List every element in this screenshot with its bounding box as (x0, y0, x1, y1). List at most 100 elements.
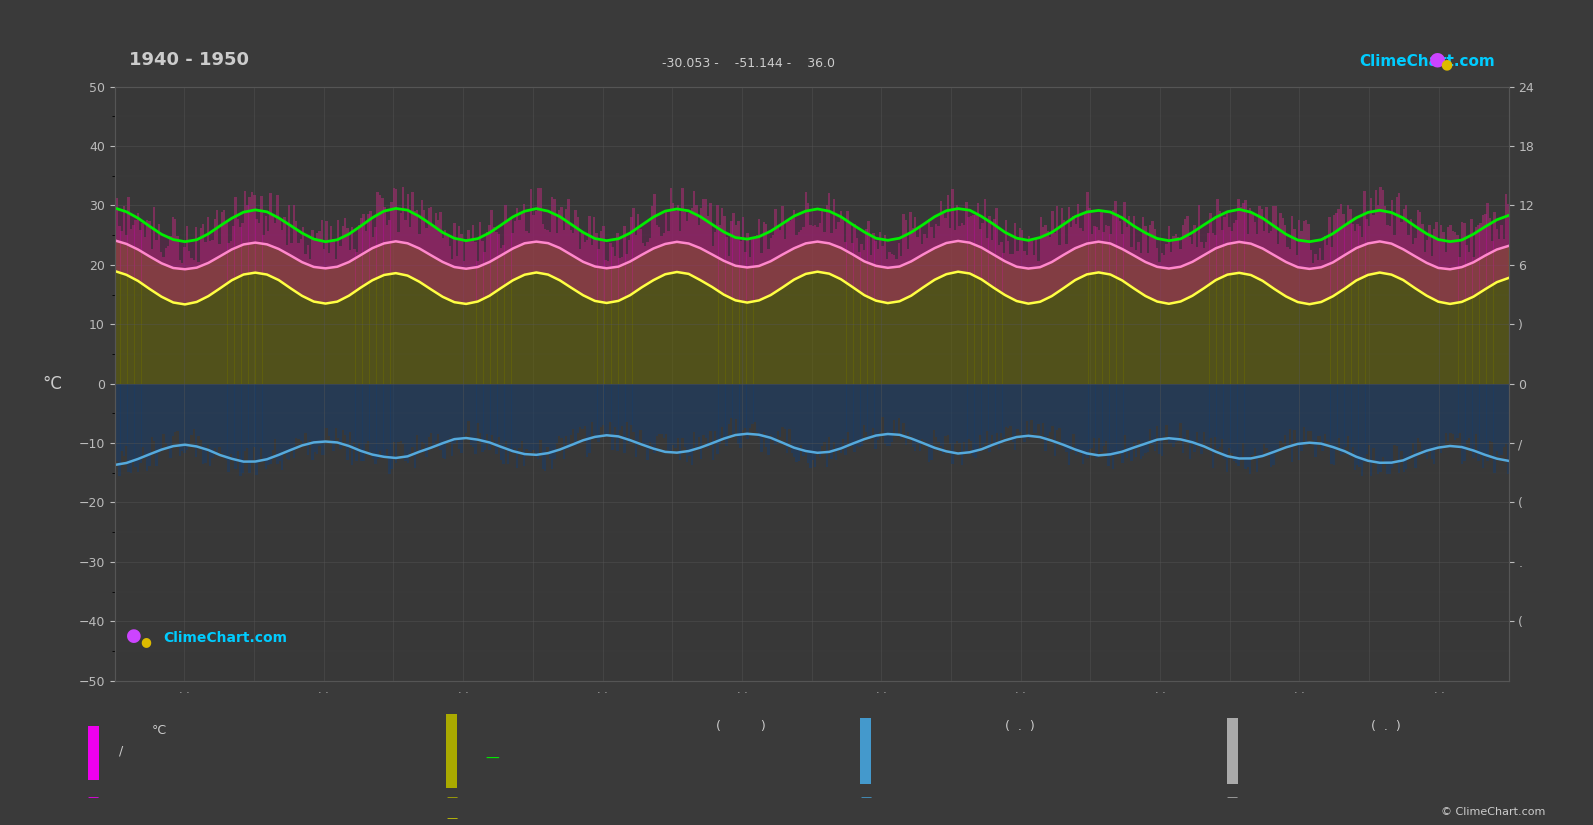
Bar (840, 384, 843, 453)
Bar (1359, 384, 1360, 468)
Text: (  .  ): ( . ) (1372, 720, 1400, 733)
Bar (628, 239, 631, 295)
Bar (588, 216, 591, 384)
Bar (425, 384, 429, 456)
Bar (1198, 384, 1200, 444)
Bar (1325, 245, 1329, 299)
Bar (1344, 384, 1348, 447)
Bar (1391, 384, 1394, 468)
Bar (1214, 235, 1217, 384)
Bar (1032, 384, 1035, 433)
Bar (604, 260, 607, 303)
Bar (425, 228, 429, 286)
Bar (1461, 222, 1464, 384)
Bar (567, 384, 570, 450)
Bar (1088, 208, 1091, 384)
Bar (511, 233, 515, 280)
Bar (551, 196, 553, 384)
Bar (591, 384, 593, 422)
Bar (1431, 257, 1434, 384)
Bar (177, 236, 178, 384)
Bar (1365, 219, 1368, 384)
Bar (258, 224, 260, 384)
Bar (1507, 204, 1510, 278)
Bar (1496, 229, 1497, 282)
Bar (1343, 384, 1344, 455)
Bar (890, 384, 894, 442)
Bar (1270, 384, 1273, 468)
Bar (344, 218, 346, 298)
Bar (333, 384, 335, 451)
Bar (750, 237, 753, 302)
Bar (1149, 224, 1152, 384)
Bar (639, 229, 642, 288)
Bar (139, 384, 142, 463)
Bar (914, 217, 916, 384)
Bar (1480, 224, 1481, 384)
Text: —: — (860, 792, 871, 802)
Bar (698, 225, 699, 280)
Bar (793, 210, 795, 280)
Bar (1056, 205, 1058, 293)
Bar (1107, 226, 1110, 384)
Bar (1265, 384, 1268, 448)
Bar (1386, 224, 1389, 384)
Bar (661, 384, 663, 434)
Bar (521, 384, 523, 441)
Bar (1354, 231, 1356, 384)
Bar (825, 384, 828, 467)
Bar (339, 246, 341, 384)
Bar (274, 223, 277, 278)
Bar (1411, 384, 1415, 442)
Bar (1300, 231, 1303, 384)
Bar (957, 226, 961, 384)
Bar (991, 240, 992, 286)
Bar (370, 211, 371, 281)
Bar (513, 221, 516, 280)
Bar (500, 248, 502, 384)
Bar (1405, 205, 1407, 384)
Bar (854, 224, 855, 289)
Bar (1505, 194, 1507, 279)
Bar (250, 192, 253, 273)
Bar (1230, 231, 1233, 274)
Bar (613, 257, 616, 301)
Bar (765, 384, 768, 447)
Bar (672, 204, 674, 273)
Bar (981, 384, 984, 447)
Bar (644, 246, 647, 285)
Bar (244, 191, 247, 384)
Bar (739, 241, 742, 301)
Bar (1070, 227, 1072, 384)
Bar (886, 259, 889, 303)
Bar (333, 239, 335, 302)
Bar (577, 217, 578, 292)
Bar (1309, 384, 1313, 431)
Bar (288, 205, 290, 384)
Bar (1067, 206, 1070, 384)
Bar (220, 212, 223, 287)
Bar (1454, 384, 1456, 440)
Bar (1429, 224, 1431, 384)
Bar (863, 250, 865, 295)
Bar (1091, 234, 1093, 274)
Bar (596, 233, 597, 301)
Bar (854, 384, 855, 452)
Bar (1419, 212, 1421, 291)
Bar (1480, 384, 1481, 452)
Bar (1182, 225, 1184, 300)
Bar (295, 384, 298, 438)
Bar (1222, 229, 1223, 384)
Bar (336, 220, 339, 301)
Bar (472, 384, 475, 447)
Bar (1263, 231, 1265, 282)
Bar (1351, 224, 1354, 384)
Bar (309, 259, 311, 384)
Bar (790, 218, 793, 384)
Bar (1126, 384, 1128, 458)
Bar (1416, 210, 1419, 290)
Bar (1254, 222, 1257, 384)
Bar (1093, 226, 1096, 273)
Bar (546, 384, 548, 446)
Bar (495, 232, 497, 384)
